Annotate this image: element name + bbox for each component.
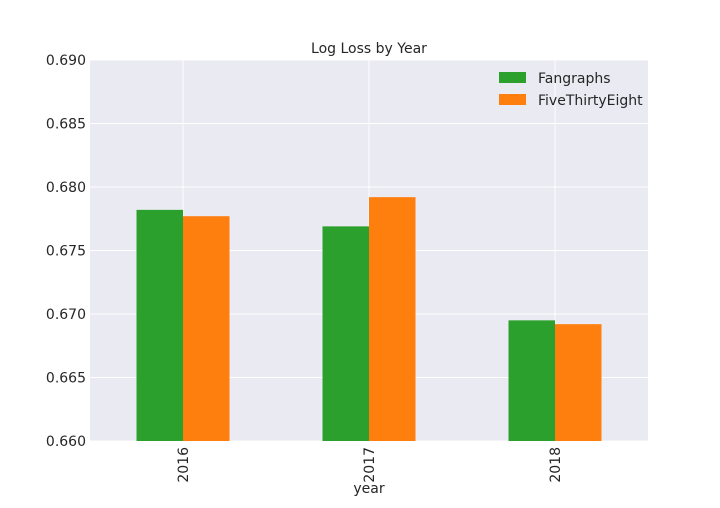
x-tick-label: 2016 — [176, 447, 192, 483]
y-tick-label: 0.680 — [46, 180, 86, 196]
y-axis: 0.660 0.665 0.670 0.675 0.680 0.685 0.690 — [46, 53, 86, 450]
y-tick-label: 0.690 — [46, 53, 86, 69]
bar-fangraphs-2018 — [508, 320, 555, 441]
legend-label-fangraphs: Fangraphs — [538, 71, 611, 87]
bar-fangraphs-2016 — [136, 209, 183, 441]
bar-fangraphs-2017 — [322, 226, 369, 441]
bars — [136, 197, 602, 441]
legend-label-fivethirtyeight: FiveThirtyEight — [538, 93, 643, 109]
bar-fivethirtyeight-2018 — [555, 324, 602, 441]
legend-swatch-fivethirtyeight — [499, 94, 526, 105]
legend-swatch-fangraphs — [499, 72, 526, 83]
x-tick-label: 2018 — [548, 447, 564, 483]
y-tick-label: 0.675 — [46, 244, 86, 260]
y-tick-label: 0.670 — [46, 307, 86, 323]
y-tick-label: 0.660 — [46, 434, 86, 450]
bar-fivethirtyeight-2016 — [183, 216, 230, 441]
chart-title: Log Loss by Year — [311, 41, 427, 57]
legend: Fangraphs FiveThirtyEight — [499, 71, 643, 109]
x-axis: 2016 2017 2018 — [176, 447, 564, 483]
x-tick-label: 2017 — [362, 447, 378, 483]
y-tick-label: 0.685 — [46, 117, 86, 133]
y-tick-label: 0.665 — [46, 371, 86, 387]
bar-fivethirtyeight-2017 — [369, 197, 416, 441]
x-axis-label: year — [353, 481, 384, 497]
